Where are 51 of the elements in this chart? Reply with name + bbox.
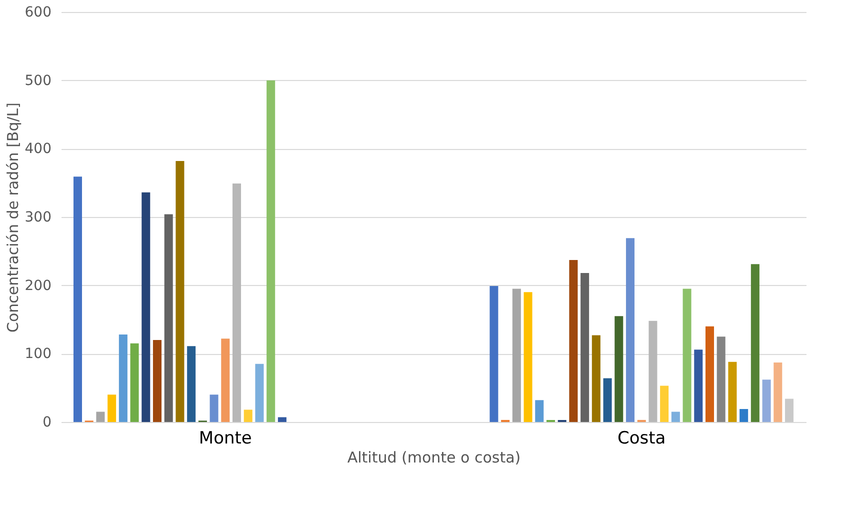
x-tick-label: Monte	[198, 428, 252, 448]
y-tick-label: 0	[42, 414, 52, 430]
y-tick-label: 600	[24, 4, 52, 20]
bar	[152, 340, 162, 422]
y-tick-label: 500	[24, 72, 52, 89]
bar	[130, 343, 139, 422]
bar	[108, 394, 116, 422]
y-axis-title: Concentración de radón [Bq/L]	[4, 102, 22, 333]
bar	[671, 412, 680, 422]
bar	[784, 398, 794, 422]
bar	[142, 192, 150, 422]
bar	[232, 184, 242, 422]
bar	[176, 160, 184, 422]
bar	[716, 336, 726, 422]
bar	[569, 260, 578, 422]
bar	[255, 364, 264, 422]
bar	[626, 238, 634, 422]
bar	[164, 214, 173, 422]
bar	[580, 273, 590, 422]
bar	[266, 80, 276, 422]
bar	[96, 412, 105, 422]
bar	[244, 410, 252, 422]
x-tick-label: Costa	[617, 428, 666, 448]
bar	[118, 334, 128, 422]
bar	[512, 288, 521, 422]
bar	[682, 288, 692, 422]
bar	[728, 362, 737, 422]
bar	[73, 176, 82, 422]
bar	[660, 386, 669, 422]
y-tick-label: 400	[24, 141, 52, 158]
bar	[524, 292, 532, 422]
bar	[603, 378, 612, 422]
bar	[592, 335, 600, 422]
bar	[740, 409, 748, 422]
bar	[648, 320, 658, 422]
x-axis-title: Altitud (monte o costa)	[347, 448, 521, 466]
y-tick-label: 200	[24, 278, 52, 294]
bar	[614, 316, 624, 422]
bar	[774, 362, 782, 422]
bar	[750, 264, 760, 422]
bar	[278, 417, 286, 422]
y-tick-label: 100	[24, 346, 52, 362]
bar	[490, 286, 498, 422]
bar	[762, 380, 771, 422]
bar	[694, 350, 703, 422]
bar	[187, 346, 196, 422]
y-tick-label: 300	[24, 210, 52, 226]
bar	[210, 394, 218, 422]
bar	[705, 326, 714, 422]
bar	[221, 338, 230, 422]
bar	[535, 400, 544, 422]
